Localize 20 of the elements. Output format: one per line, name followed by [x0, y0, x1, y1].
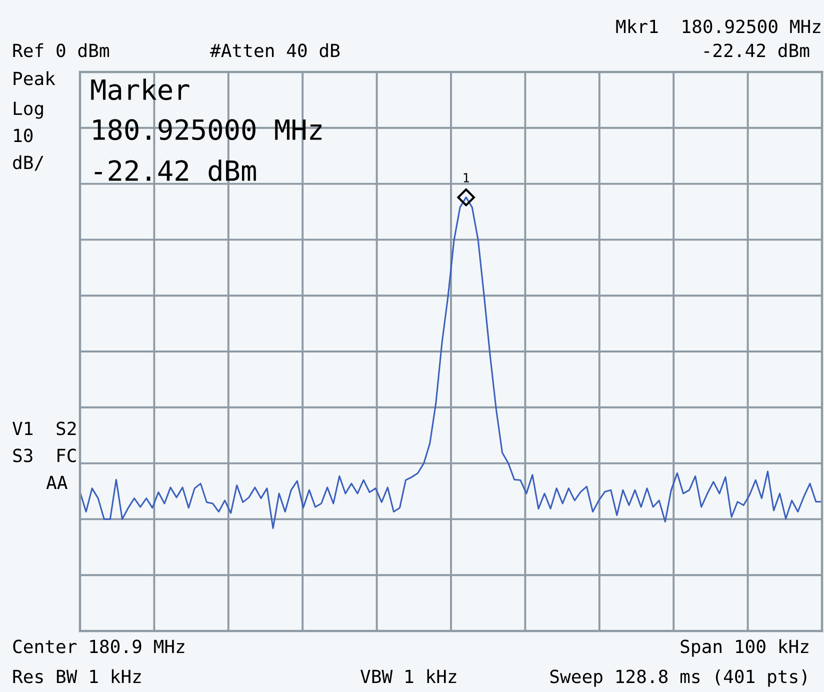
- text: V1 S2: [12, 422, 76, 436]
- text: 10: [14, 128, 33, 142]
- text: Marker: [91, 78, 190, 100]
- text: Mkr1 180.92500 MHz: [616, 19, 820, 34]
- text: Res BW 1 kHz: [13, 669, 141, 684]
- text: S3 FC: [13, 448, 76, 462]
- text: Sweep 128.8 ms (401 pts): [550, 669, 806, 687]
- text: Span 100 kHz: [680, 639, 808, 657]
- text: Peak: [14, 71, 56, 86]
- text: #Atten 40 dB: [210, 43, 340, 58]
- text: -22.42 dBm: [704, 43, 810, 58]
- text: Center 180.9 MHz: [13, 640, 184, 654]
- text: VBW 1 kHz: [360, 669, 456, 684]
- text: -22.42 dBm: [94, 160, 256, 182]
- text: Log: [14, 102, 43, 119]
- text: 180.925000 MHz: [93, 119, 322, 140]
- text: AA: [46, 476, 68, 490]
- text: dB/: [13, 155, 44, 171]
- text: 1: [464, 173, 469, 182]
- text: Ref 0 dBm: [13, 43, 109, 58]
